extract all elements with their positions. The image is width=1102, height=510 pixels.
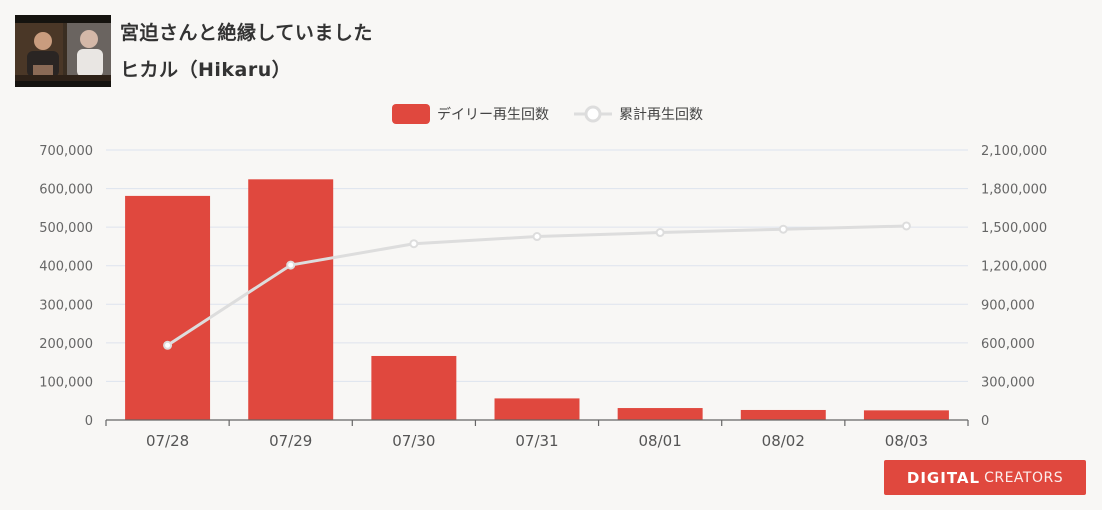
y-right-tick-label: 2,100,000 bbox=[981, 144, 1047, 159]
y-right-tick-label: 0 bbox=[981, 414, 989, 429]
bar bbox=[740, 409, 826, 420]
bar bbox=[248, 179, 334, 420]
bar bbox=[863, 410, 949, 420]
video-title: 宮迫さんと絶縁していました bbox=[120, 22, 373, 44]
y-left-tick-label: 0 bbox=[85, 414, 93, 429]
y-right-tick-label: 300,000 bbox=[981, 375, 1035, 390]
y-left-tick-label: 600,000 bbox=[39, 183, 93, 198]
legend-label-cumulative: 累計再生回数 bbox=[619, 107, 703, 123]
line-point bbox=[409, 239, 419, 249]
line-point bbox=[901, 221, 911, 231]
channel-name: ヒカル（Hikaru） bbox=[120, 59, 292, 81]
y-right-tick-label: 1,800,000 bbox=[981, 183, 1047, 198]
y-right-tick-label: 1,500,000 bbox=[981, 221, 1047, 236]
y-right-tick-label: 900,000 bbox=[981, 298, 1035, 313]
video-thumbnail bbox=[15, 15, 111, 87]
logo-sub-text: CREATORS bbox=[984, 469, 1064, 486]
legend-item-cumulative[interactable]: 累計再生回数 bbox=[574, 104, 703, 124]
x-tick-label: 07/29 bbox=[269, 432, 312, 450]
chart-legend: デイリー再生回数 累計再生回数 bbox=[0, 104, 1102, 126]
line-point bbox=[163, 340, 173, 350]
y-right-tick-label: 600,000 bbox=[981, 337, 1035, 352]
bar bbox=[494, 398, 580, 420]
legend-label-daily: デイリー再生回数 bbox=[437, 107, 549, 123]
legend-line-swatch bbox=[574, 105, 612, 123]
digital-creators-logo: DIGITAL CREATORS bbox=[884, 460, 1086, 495]
line-point bbox=[286, 260, 296, 270]
logo-main-text: DIGITAL bbox=[906, 468, 981, 487]
y-right-tick-label: 1,200,000 bbox=[981, 260, 1047, 275]
line-point bbox=[532, 232, 542, 242]
legend-bar-swatch bbox=[392, 104, 430, 124]
bar bbox=[617, 408, 703, 420]
x-tick-label: 08/02 bbox=[762, 432, 805, 450]
bar bbox=[125, 195, 211, 420]
legend-item-daily[interactable]: デイリー再生回数 bbox=[392, 104, 549, 124]
x-tick-label: 08/03 bbox=[885, 432, 928, 450]
x-tick-label: 07/30 bbox=[392, 432, 435, 450]
line-point bbox=[778, 224, 788, 234]
x-tick-label: 07/28 bbox=[146, 432, 189, 450]
x-tick-label: 08/01 bbox=[639, 432, 682, 450]
y-left-tick-label: 700,000 bbox=[39, 144, 93, 159]
bar bbox=[371, 355, 457, 420]
y-left-tick-label: 100,000 bbox=[39, 375, 93, 390]
y-left-tick-label: 300,000 bbox=[39, 298, 93, 313]
y-left-tick-label: 500,000 bbox=[39, 221, 93, 236]
y-left-tick-label: 400,000 bbox=[39, 260, 93, 275]
line-point bbox=[655, 228, 665, 238]
y-left-tick-label: 200,000 bbox=[39, 337, 93, 352]
x-tick-label: 07/31 bbox=[515, 432, 558, 450]
